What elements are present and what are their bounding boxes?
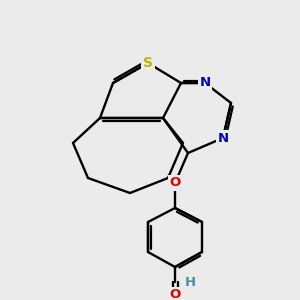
Text: N: N [200, 76, 211, 89]
Text: N: N [218, 131, 229, 145]
Text: O: O [169, 176, 181, 190]
Text: S: S [143, 56, 153, 70]
Text: H: H [184, 275, 196, 289]
Text: O: O [169, 289, 181, 300]
